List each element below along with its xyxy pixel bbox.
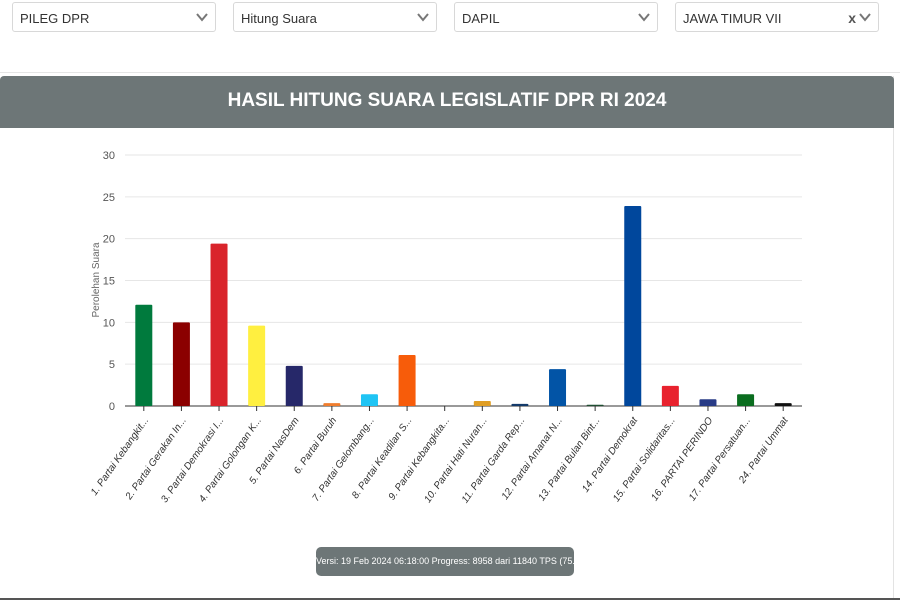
clear-icon[interactable]: x [848, 10, 856, 26]
y-tick-label: 0 [109, 401, 115, 413]
election-type-value: PILEG DPR [20, 11, 90, 26]
y-tick-label: 5 [109, 359, 115, 371]
x-tick-label: 11. Partai Garda Rep... [460, 415, 528, 505]
bar [624, 206, 642, 406]
chevron-down-icon [638, 13, 650, 22]
vote-chart: 0 5 10 15 20 25 30 Perolehan Suara 1. Partai Keb… [0, 128, 900, 598]
dapil-value: JAWA TIMUR VII [683, 11, 782, 26]
bar [473, 400, 491, 406]
region-level-value: DAPIL [462, 11, 500, 26]
chevron-down-icon [196, 13, 208, 22]
bar [172, 322, 190, 406]
bar [549, 369, 567, 406]
view-type-select[interactable]: Hitung Suara [233, 2, 437, 32]
version-badge: Versi: 19 Feb 2024 06:18:00 Progress: 89… [316, 547, 596, 576]
y-axis-label: Perolehan Suara [91, 242, 102, 317]
bar [661, 385, 679, 406]
view-type-value: Hitung Suara [241, 11, 317, 26]
bottom-border [0, 598, 900, 600]
x-tick-label: 10. Partai Hati Nuran... [422, 415, 489, 505]
version-progress-text: Versi: 19 Feb 2024 06:18:00 Progress: 89… [316, 556, 596, 566]
bar [511, 403, 529, 406]
x-tick-label: 3. Partai Demokrasi I... [159, 415, 226, 505]
bar [210, 243, 228, 406]
chevron-down-icon [417, 13, 429, 22]
dapil-select[interactable]: JAWA TIMUR VII x [675, 2, 879, 32]
bar [586, 404, 604, 406]
region-level-select[interactable]: DAPIL [454, 2, 658, 32]
bar [398, 354, 416, 406]
bar [248, 325, 266, 406]
bar [360, 394, 378, 406]
filter-bar: PILEG DPR Hitung Suara DAPIL JAWA TIMUR … [0, 0, 900, 70]
election-type-select[interactable]: PILEG DPR [12, 2, 216, 32]
bar [323, 403, 341, 406]
bar [774, 403, 792, 406]
chevron-down-icon [859, 13, 871, 22]
y-tick-label: 30 [103, 150, 115, 162]
panel-header: HASIL HITUNG SUARA LEGISLATIF DPR RI 202… [0, 76, 894, 128]
y-tick-label: 10 [103, 317, 115, 329]
bar [135, 304, 153, 406]
bar [699, 399, 717, 406]
page-title: HASIL HITUNG SUARA LEGISLATIF DPR RI 202… [227, 90, 667, 111]
y-tick-label: 15 [103, 276, 115, 288]
y-tick-label: 20 [103, 234, 115, 246]
y-tick-label: 25 [103, 192, 115, 204]
bar [285, 365, 303, 406]
bar [737, 394, 755, 406]
filter-divider [0, 72, 900, 73]
